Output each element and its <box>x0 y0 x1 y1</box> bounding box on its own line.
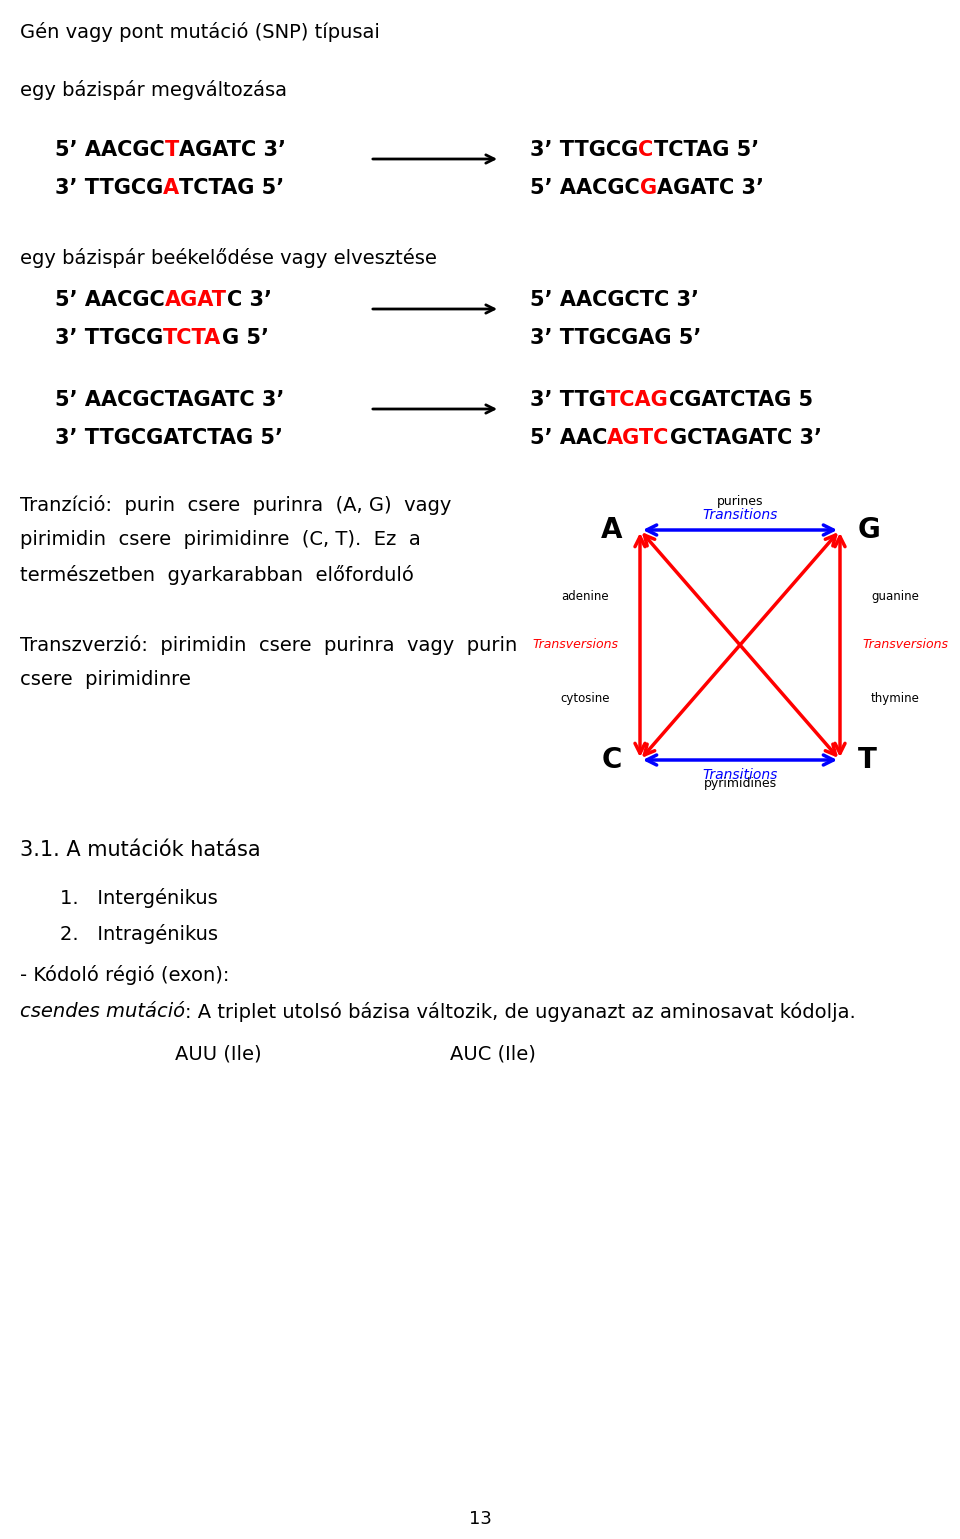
Text: 3’ TTGCGATCTAG 5’: 3’ TTGCGATCTAG 5’ <box>55 428 283 448</box>
Text: 5’ AAC: 5’ AAC <box>530 428 608 448</box>
Text: TCTA: TCTA <box>163 328 222 348</box>
Text: csere  pirimidinre: csere pirimidinre <box>20 669 191 689</box>
Text: 3’ TTGCG: 3’ TTGCG <box>530 140 638 160</box>
Text: 3’ TTGCGAG 5’: 3’ TTGCGAG 5’ <box>530 328 702 348</box>
Text: pyrimidines: pyrimidines <box>704 777 777 790</box>
Text: 13: 13 <box>468 1510 492 1528</box>
Text: C 3’: C 3’ <box>227 289 272 309</box>
Text: 3’ TTGCG: 3’ TTGCG <box>55 179 163 199</box>
Text: TCTAG 5’: TCTAG 5’ <box>180 179 284 199</box>
Text: CGATCTAG 5: CGATCTAG 5 <box>668 389 813 409</box>
Text: természetben  gyarkarabban  előforduló: természetben gyarkarabban előforduló <box>20 565 414 585</box>
Text: cytosine: cytosine <box>561 693 610 705</box>
Text: G 5’: G 5’ <box>222 328 269 348</box>
Text: A: A <box>163 179 180 199</box>
Text: guanine: guanine <box>871 589 919 603</box>
Text: Transzverzió:  pirimidin  csere  purinra  vagy  purin: Transzverzió: pirimidin csere purinra va… <box>20 636 517 656</box>
Text: Transitions: Transitions <box>703 768 778 782</box>
Text: T: T <box>858 746 876 774</box>
Text: Transversions: Transversions <box>532 639 618 651</box>
Text: 5’ AACGC: 5’ AACGC <box>55 140 165 160</box>
Text: Transitions: Transitions <box>703 508 778 522</box>
Text: G: G <box>858 516 880 543</box>
Text: egy bázispár beékelődése vagy elvesztése: egy bázispár beékelődése vagy elvesztése <box>20 248 437 268</box>
Text: Tranzíció:  purin  csere  purinra  (A, G)  vagy: Tranzíció: purin csere purinra (A, G) va… <box>20 496 451 516</box>
Text: 5’ AACGCTC 3’: 5’ AACGCTC 3’ <box>530 289 699 309</box>
Text: 2.   Intragénikus: 2. Intragénikus <box>60 923 218 943</box>
Text: - Kódoló régió (exon):: - Kódoló régió (exon): <box>20 965 229 985</box>
Text: 1.   Intergénikus: 1. Intergénikus <box>60 888 218 908</box>
Text: purines: purines <box>717 496 763 508</box>
Text: TCAG: TCAG <box>606 389 668 409</box>
Text: adenine: adenine <box>562 589 609 603</box>
Text: 3’ TTG: 3’ TTG <box>530 389 606 409</box>
Text: thymine: thymine <box>871 693 920 705</box>
Text: C: C <box>638 140 654 160</box>
Text: AUC (Ile): AUC (Ile) <box>450 1045 536 1063</box>
Text: GCTAGATC 3’: GCTAGATC 3’ <box>670 428 822 448</box>
Text: 5’ AACGC: 5’ AACGC <box>55 289 165 309</box>
Text: 3’ TTGCG: 3’ TTGCG <box>55 328 163 348</box>
Text: 5’ AACGCTAGATC 3’: 5’ AACGCTAGATC 3’ <box>55 389 284 409</box>
Text: T: T <box>165 140 179 160</box>
Text: C: C <box>602 746 622 774</box>
Text: AUU (Ile): AUU (Ile) <box>175 1045 262 1063</box>
Text: AGTC: AGTC <box>608 428 670 448</box>
Text: G: G <box>639 179 657 199</box>
Text: AGAT: AGAT <box>165 289 227 309</box>
Text: : A triplet utolsó bázisa változik, de ugyanazt az aminosavat kódolja.: : A triplet utolsó bázisa változik, de u… <box>185 1002 855 1022</box>
Text: egy bázispár megváltozása: egy bázispár megváltozása <box>20 80 287 100</box>
Text: Transversions: Transversions <box>862 639 948 651</box>
Text: 5’ AACGC: 5’ AACGC <box>530 179 639 199</box>
Text: AGATC 3’: AGATC 3’ <box>179 140 286 160</box>
Text: csendes mutáció: csendes mutáció <box>20 1002 185 1020</box>
Text: Gén vagy pont mutáció (SNP) típusai: Gén vagy pont mutáció (SNP) típusai <box>20 22 380 42</box>
Text: pirimidin  csere  pirimidinre  (C, T).  Ez  a: pirimidin csere pirimidinre (C, T). Ez a <box>20 529 420 549</box>
Text: TCTAG 5’: TCTAG 5’ <box>654 140 758 160</box>
Text: A: A <box>601 516 622 543</box>
Text: 3.1. A mutációk hatása: 3.1. A mutációk hatása <box>20 840 260 860</box>
Text: AGATC 3’: AGATC 3’ <box>657 179 764 199</box>
